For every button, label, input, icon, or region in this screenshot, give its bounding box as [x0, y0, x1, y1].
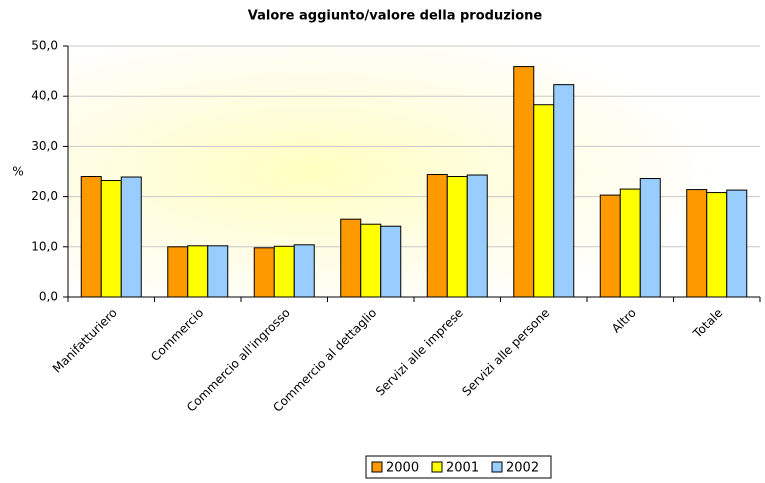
- bar: [120, 176, 142, 298]
- y-tick-label: 10,0: [31, 239, 58, 253]
- x-tick-label: Totale: [690, 306, 726, 342]
- bar: [273, 245, 295, 298]
- bar: [639, 178, 661, 298]
- legend-swatch: [491, 461, 503, 473]
- bar: [426, 174, 448, 298]
- bar: [446, 176, 468, 298]
- bar: [187, 245, 209, 298]
- bar: [167, 246, 189, 298]
- y-tick-label: 20,0: [31, 189, 58, 203]
- bar: [360, 223, 382, 298]
- legend-label: 2000: [386, 461, 419, 476]
- bar: [253, 247, 275, 298]
- y-axis-label: %: [12, 165, 23, 179]
- y-tick-label: 30,0: [31, 139, 58, 153]
- chart-title: Valore aggiunto/valore della produzione: [248, 9, 543, 24]
- bar: [513, 66, 535, 298]
- y-tick-label: 40,0: [31, 89, 58, 103]
- bar: [340, 218, 362, 298]
- y-tick-label: 0,0: [39, 290, 58, 304]
- bar: [533, 104, 555, 298]
- bar: [380, 225, 402, 298]
- bar: [466, 174, 488, 298]
- legend-swatch: [371, 461, 383, 473]
- x-tick-label: Commercio al dettaglio: [270, 306, 379, 415]
- y-tick-label: 50,0: [31, 39, 58, 53]
- bar: [207, 245, 229, 298]
- x-tick-label: Altro: [609, 306, 639, 336]
- x-tick-label: Manifatturiero: [50, 306, 120, 376]
- bar: [726, 189, 748, 298]
- bar: [619, 188, 641, 298]
- bar: [80, 176, 102, 298]
- bar: [686, 189, 708, 298]
- legend-box: [365, 455, 552, 479]
- bar: [599, 194, 621, 298]
- x-tick-label: Servizi alle imprese: [373, 306, 466, 399]
- x-tick-label: Servizi alle persone: [459, 306, 552, 399]
- x-tick-label: Commercio: [148, 306, 206, 364]
- legend-label: 2002: [506, 461, 539, 476]
- bar: [553, 84, 575, 298]
- bar: [706, 192, 728, 298]
- legend-label: 2001: [446, 461, 479, 476]
- bar: [293, 244, 315, 298]
- legend-swatch: [431, 461, 443, 473]
- bar: [100, 180, 122, 298]
